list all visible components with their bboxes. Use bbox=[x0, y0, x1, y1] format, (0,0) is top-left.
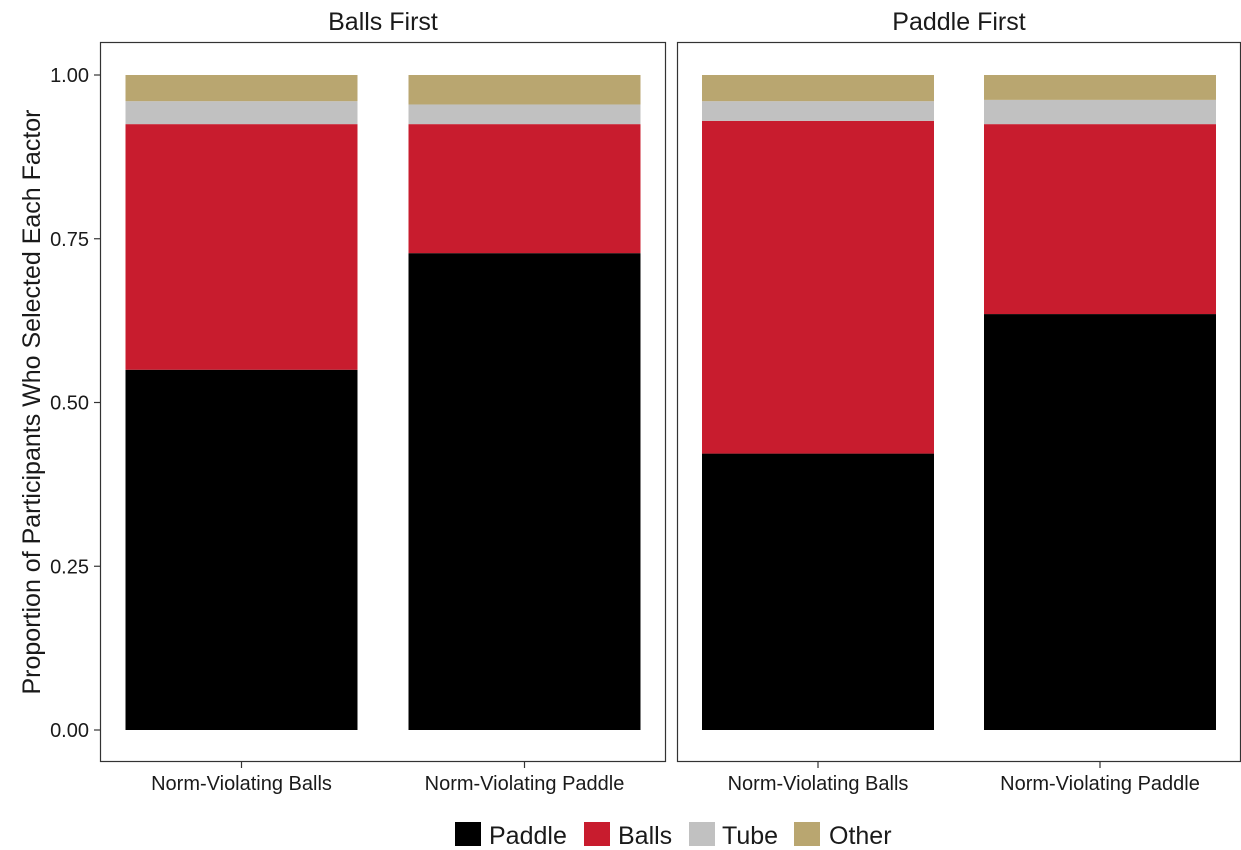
x-tick-label: Norm-Violating Paddle bbox=[1000, 773, 1200, 795]
bar-segment-balls bbox=[408, 124, 641, 254]
legend-label: Balls bbox=[618, 822, 672, 850]
bar-segment-other bbox=[408, 75, 641, 105]
bar-segment-balls bbox=[984, 124, 1216, 315]
legend-swatch bbox=[584, 822, 610, 846]
x-tick-label: Norm-Violating Paddle bbox=[425, 773, 625, 795]
y-tick-label: 0.00 bbox=[50, 720, 89, 742]
legend-item-paddle: Paddle bbox=[455, 822, 567, 850]
legend: Paddle Balls Tube Other bbox=[455, 822, 892, 850]
legend-label: Paddle bbox=[489, 822, 567, 850]
bar-segment-paddle bbox=[125, 369, 358, 730]
facet-panel: Balls First Norm-Violating Balls Norm-Viol… bbox=[99, 8, 667, 795]
y-axis: 0.00 0.25 0.50 0.75 1.00 bbox=[50, 65, 100, 742]
legend-label: Other bbox=[829, 822, 892, 850]
facet-panels: Balls First Norm-Violating Balls Norm-Viol… bbox=[99, 8, 1241, 795]
legend-label: Tube bbox=[722, 822, 778, 850]
legend-swatch bbox=[455, 822, 481, 846]
legend-item-tube: Tube bbox=[689, 822, 778, 850]
bar-segment-other bbox=[125, 75, 358, 102]
bar-segment-balls bbox=[702, 120, 934, 454]
panel-title: Balls First bbox=[328, 8, 438, 36]
legend-item-balls: Balls bbox=[584, 822, 672, 850]
bar-segment-tube bbox=[125, 101, 358, 125]
bar-segment-paddle bbox=[408, 253, 641, 730]
x-tick-label: Norm-Violating Balls bbox=[151, 773, 332, 795]
bar-segment-balls bbox=[125, 124, 358, 370]
y-tick-label: 0.75 bbox=[50, 229, 89, 251]
y-axis-title: Proportion of Participants Who Selected … bbox=[18, 109, 46, 694]
bar-segment-other bbox=[702, 75, 934, 102]
bar-segment-tube bbox=[984, 99, 1216, 125]
legend-item-other: Other bbox=[794, 822, 892, 850]
panel-border bbox=[99, 41, 667, 763]
bar-segment-tube bbox=[702, 101, 934, 121]
legend-swatch bbox=[689, 822, 715, 846]
bar-segment-paddle bbox=[984, 314, 1216, 730]
x-tick-label: Norm-Violating Balls bbox=[728, 773, 909, 795]
bar-segment-other bbox=[984, 75, 1216, 100]
bar-segment-paddle bbox=[702, 453, 934, 730]
bar-segment-tube bbox=[408, 104, 641, 125]
facet-panel: Paddle First Norm-Violating Balls Norm-Vio… bbox=[676, 8, 1241, 795]
y-tick-label: 0.25 bbox=[50, 556, 89, 578]
panel-title: Paddle First bbox=[892, 8, 1025, 36]
y-tick-label: 1.00 bbox=[50, 65, 89, 87]
y-tick-label: 0.50 bbox=[50, 393, 89, 415]
legend-swatch bbox=[794, 822, 820, 846]
